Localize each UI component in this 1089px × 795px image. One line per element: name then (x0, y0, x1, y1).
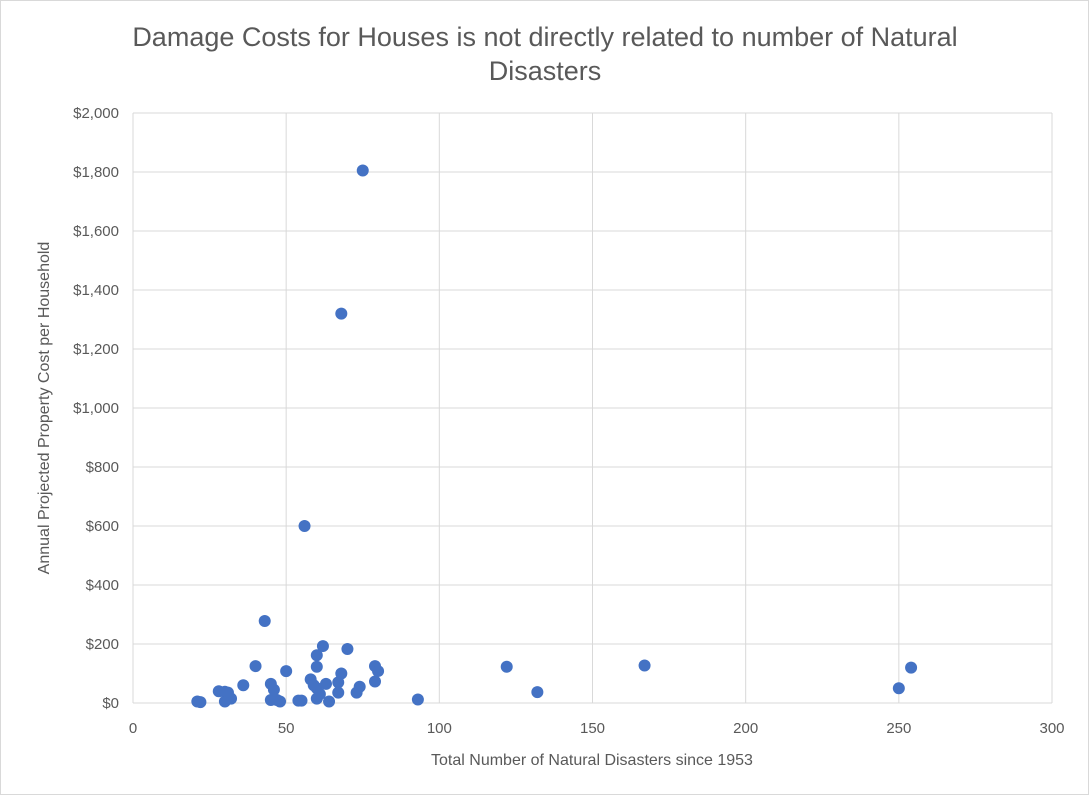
y-tick-label: $1,600 (73, 223, 119, 240)
y-tick-label: $1,400 (73, 282, 119, 299)
data-point (280, 665, 293, 678)
data-point (225, 692, 238, 705)
data-point (310, 660, 323, 673)
chart-title-line-1: Damage Costs for Houses is not directly … (132, 22, 957, 52)
data-point (295, 694, 308, 707)
data-point (274, 695, 287, 708)
data-point (258, 614, 271, 627)
data-point (194, 696, 207, 709)
chart-title-line-2: Disasters (489, 56, 602, 86)
data-point (319, 677, 332, 690)
data-point (335, 307, 348, 320)
data-point (372, 665, 385, 678)
x-tick-label: 200 (733, 720, 758, 737)
data-point (500, 660, 513, 673)
data-point (267, 683, 280, 696)
data-point (353, 680, 366, 693)
data-point (237, 679, 250, 692)
gridlines (132, 112, 1053, 704)
x-tick-labels: 0 50 100 150 200 250 300 (129, 720, 1065, 737)
data-point (905, 661, 918, 674)
y-tick-label: $2,000 (73, 105, 119, 122)
data-point (310, 649, 323, 662)
y-tick-labels: $0 $200 $400 $600 $800 $1,000 $1,200 $1,400 $1,6… (73, 105, 119, 712)
y-tick-label: $0 (102, 695, 119, 712)
data-point (316, 640, 329, 653)
data-point (335, 667, 348, 680)
data-point (638, 659, 651, 672)
x-tick-label: 300 (1039, 720, 1064, 737)
x-tick-label: 250 (886, 720, 911, 737)
data-point (411, 693, 424, 706)
data-point (369, 675, 382, 688)
data-point (356, 164, 369, 177)
data-point (332, 686, 345, 699)
data-point (249, 660, 262, 673)
y-tick-label: $1,000 (73, 400, 119, 417)
x-tick-label: 50 (278, 720, 295, 737)
y-tick-label: $1,200 (73, 341, 119, 358)
y-tick-label: $200 (86, 636, 119, 653)
y-tick-label: $1,800 (73, 164, 119, 181)
x-tick-label: 150 (580, 720, 605, 737)
x-tick-label: 0 (129, 720, 137, 737)
data-point (341, 643, 354, 656)
x-axis-title: Total Number of Natural Disasters since … (431, 752, 753, 769)
x-tick-label: 100 (427, 720, 452, 737)
data-point (298, 520, 311, 532)
y-tick-label: $800 (86, 459, 119, 476)
data-point (892, 682, 905, 695)
y-tick-label: $600 (86, 518, 119, 535)
y-tick-label: $400 (86, 577, 119, 594)
data-points (191, 164, 918, 709)
data-point (313, 688, 326, 701)
y-axis-title: Annual Projected Property Cost per House… (36, 242, 53, 575)
data-point (323, 695, 336, 708)
data-point (531, 686, 544, 699)
